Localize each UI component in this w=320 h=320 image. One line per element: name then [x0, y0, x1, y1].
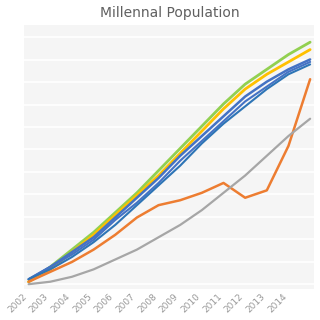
Title: Millennal Population: Millennal Population	[100, 5, 239, 20]
